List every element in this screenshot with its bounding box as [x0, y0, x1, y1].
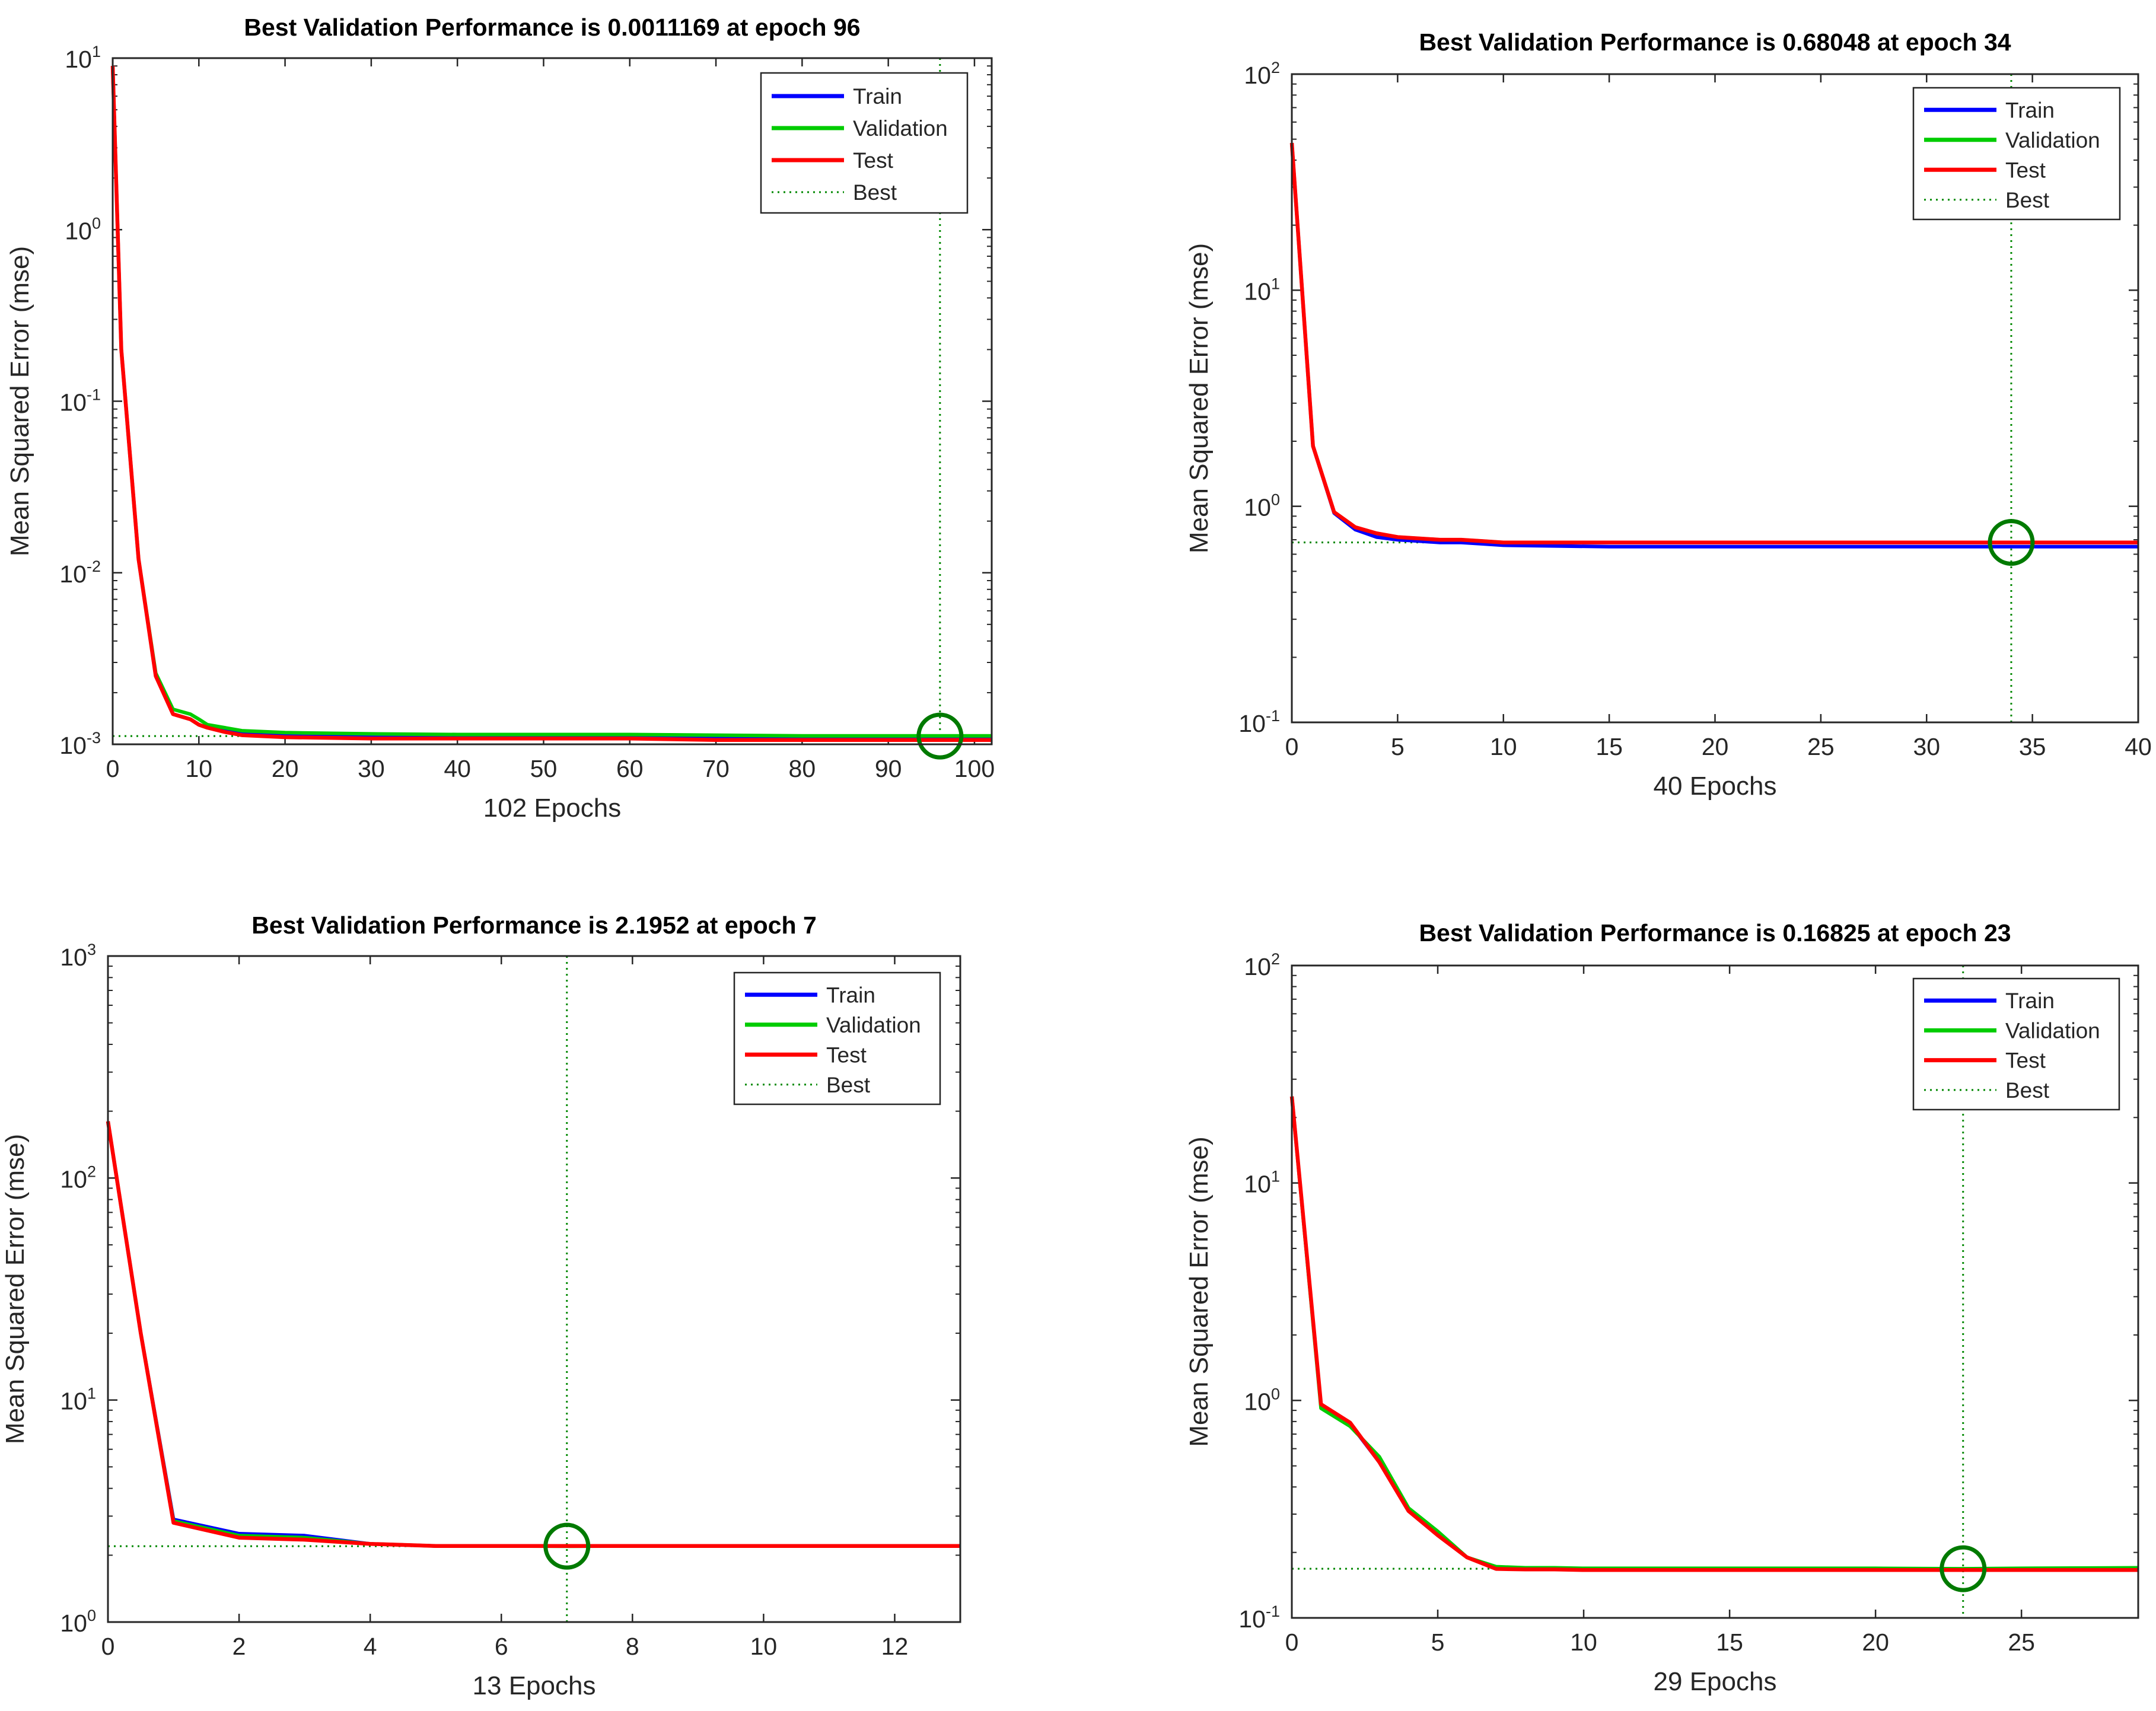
y-tick-label: 103	[60, 941, 96, 971]
legend-label-train: Train	[826, 983, 875, 1007]
y-tick-label: 102	[1244, 59, 1280, 89]
x-tick-label: 50	[530, 755, 558, 782]
series-line-test	[1289, 1096, 2138, 1572]
chart-panel-3: Best Validation Performance is 2.1952 at…	[1, 912, 961, 1700]
chart-title: Best Validation Performance is 2.1952 at…	[251, 912, 817, 939]
x-tick-label: 40	[444, 755, 471, 782]
legend-label-best: Best	[2005, 1078, 2050, 1103]
legend-label-best: Best	[2005, 188, 2050, 212]
x-tick-label: 12	[881, 1633, 909, 1660]
x-tick-label: 60	[616, 755, 644, 782]
y-axis-label: Mean Squared Error (mse)	[1184, 1136, 1214, 1446]
x-tick-label: 10	[1490, 733, 1517, 760]
legend-label-test: Test	[2005, 158, 2046, 182]
legend: Train Validation Test Best	[1912, 87, 2121, 221]
x-tick-label: 40	[2125, 733, 2152, 760]
legend: Train Validation Test Best	[1912, 977, 2120, 1111]
chart-panel-4: Best Validation Performance is 0.16825 a…	[1184, 919, 2139, 1696]
y-axis-label: Mean Squared Error (mse)	[1, 1134, 30, 1444]
plot-frame	[1291, 73, 2139, 724]
chart-title: Best Validation Performance is 0.0011169…	[244, 14, 860, 41]
x-tick-label: 0	[1285, 1629, 1299, 1656]
x-tick-label: 25	[2008, 1629, 2035, 1656]
chart-title: Best Validation Performance is 0.68048 a…	[1419, 28, 2011, 56]
series-line-test	[106, 1121, 960, 1548]
best-point-marker	[543, 1522, 591, 1570]
x-tick-label: 30	[1913, 733, 1940, 760]
x-tick-label: 10	[185, 755, 212, 782]
x-tick-label: 5	[1391, 733, 1405, 760]
y-tick-label: 10-1	[59, 386, 101, 416]
x-tick-label: 10	[1570, 1629, 1597, 1656]
x-tick-label: 4	[364, 1633, 377, 1660]
x-tick-label: 15	[1595, 733, 1623, 760]
legend-label-best: Best	[853, 180, 897, 205]
best-point-marker	[1940, 1545, 1987, 1592]
chart-panel-2: Best Validation Performance is 0.68048 a…	[1184, 28, 2152, 801]
x-tick-label: 30	[358, 755, 385, 782]
x-tick-label: 20	[1702, 733, 1729, 760]
x-tick-label: 80	[789, 755, 816, 782]
legend: Train Validation Test Best	[760, 72, 969, 214]
legend-label-best: Best	[826, 1073, 871, 1097]
legend-label-train: Train	[2005, 98, 2055, 122]
y-axis-label: Mean Squared Error (mse)	[1184, 243, 1214, 553]
x-tick-label: 70	[702, 755, 730, 782]
x-tick-label: 6	[495, 1633, 508, 1660]
x-tick-label: 0	[101, 1633, 115, 1660]
series-line-test	[110, 66, 992, 742]
legend-label-test: Test	[853, 148, 894, 173]
plot-frame	[112, 57, 993, 745]
y-tick-label: 100	[60, 1607, 96, 1637]
x-tick-label: 90	[875, 755, 902, 782]
x-tick-label: 5	[1431, 1629, 1445, 1656]
chart-panel-1: Best Validation Performance is 0.0011169…	[5, 14, 995, 823]
legend-label-validation: Validation	[853, 116, 948, 141]
y-tick-label: 101	[1244, 1168, 1280, 1198]
x-tick-label: 0	[1285, 733, 1299, 760]
x-tick-label: 25	[1807, 733, 1835, 760]
plot-frame	[107, 955, 961, 1623]
x-tick-label: 20	[272, 755, 299, 782]
legend-label-train: Train	[2005, 989, 2055, 1013]
y-tick-label: 10-2	[59, 557, 101, 588]
plot-frame	[1291, 964, 2139, 1619]
y-tick-label: 10-1	[1238, 707, 1280, 737]
best-point-marker	[916, 712, 964, 760]
legend: Train Validation Test Best	[733, 971, 941, 1105]
y-tick-label: 101	[60, 1385, 96, 1415]
legend-label-train: Train	[853, 84, 902, 109]
best-point-marker	[1988, 519, 2035, 566]
chart-title: Best Validation Performance is 0.16825 a…	[1419, 919, 2011, 947]
x-tick-label: 8	[626, 1633, 639, 1660]
x-tick-label: 35	[2019, 733, 2046, 760]
y-axis-label: Mean Squared Error (mse)	[5, 246, 34, 556]
x-tick-label: 10	[750, 1633, 778, 1660]
x-axis-label: 13 Epochs	[473, 1671, 596, 1700]
series-line-test	[1289, 142, 2138, 544]
x-tick-label: 100	[954, 755, 995, 782]
y-tick-label: 102	[1244, 950, 1280, 980]
y-tick-label: 10-1	[1238, 1602, 1280, 1633]
x-axis-label: 102 Epochs	[483, 794, 621, 823]
x-tick-label: 15	[1716, 1629, 1743, 1656]
legend-label-validation: Validation	[2005, 128, 2100, 152]
y-tick-label: 101	[65, 43, 101, 73]
y-tick-label: 102	[60, 1162, 96, 1193]
x-axis-label: 40 Epochs	[1654, 772, 1777, 801]
x-tick-label: 20	[1862, 1629, 1889, 1656]
y-tick-label: 101	[1244, 275, 1280, 305]
y-tick-label: 100	[1244, 491, 1280, 521]
x-axis-label: 29 Epochs	[1654, 1667, 1777, 1696]
legend-label-validation: Validation	[826, 1013, 921, 1037]
x-tick-label: 2	[233, 1633, 246, 1660]
legend-label-test: Test	[826, 1043, 867, 1067]
y-tick-label: 10-3	[59, 729, 101, 759]
legend-label-test: Test	[2005, 1049, 2046, 1073]
legend-label-validation: Validation	[2005, 1018, 2100, 1043]
y-tick-label: 100	[65, 214, 101, 244]
x-tick-label: 0	[106, 755, 120, 782]
y-tick-label: 100	[1244, 1385, 1280, 1415]
